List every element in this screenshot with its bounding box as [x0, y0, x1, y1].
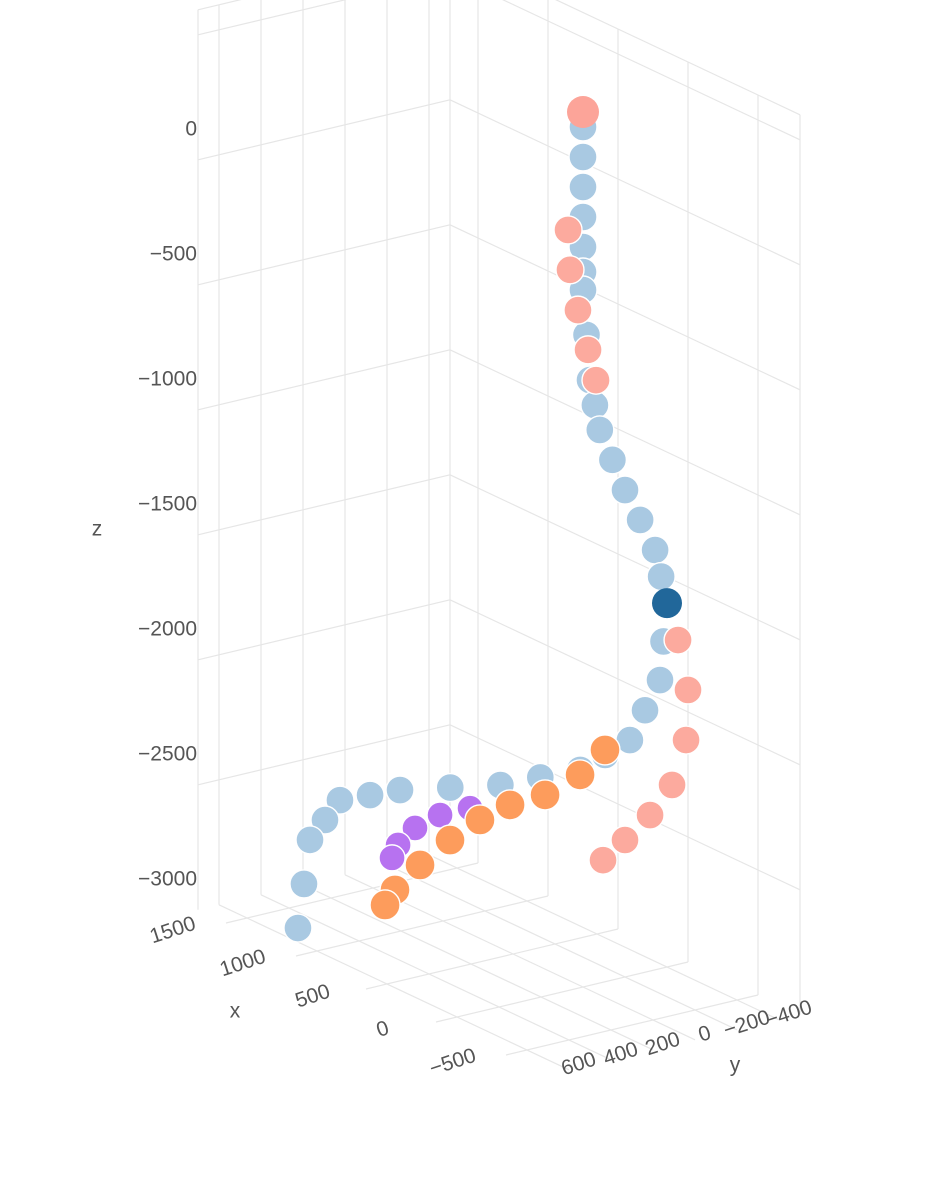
z-tick-label: −1500 [138, 493, 197, 516]
grid-line [428, 854, 780, 1021]
marker [663, 625, 693, 655]
grid-line [449, 349, 801, 516]
grid [197, 0, 801, 1071]
z-tick-label: −500 [150, 243, 197, 266]
marker [563, 295, 593, 325]
grid-line [365, 928, 619, 990]
series [553, 215, 703, 875]
marker [585, 415, 615, 445]
x-axis-title: x [230, 1000, 241, 1023]
marker [625, 505, 655, 535]
marker [295, 825, 325, 855]
grid-line [449, 474, 801, 641]
marker [646, 561, 676, 592]
grid-line [197, 99, 451, 161]
grid-line [302, 884, 654, 1051]
z-tick-label: −1000 [138, 368, 197, 391]
labels: x y z −500050010001500−400−2000200400600… [92, 118, 815, 1081]
marker [597, 445, 628, 475]
marker [657, 770, 687, 800]
x-tick-label: 1000 [217, 945, 269, 981]
grid-line [260, 894, 612, 1061]
marker [635, 800, 665, 830]
z-tick-label: 0 [185, 118, 197, 141]
y-tick-label: 200 [642, 1028, 682, 1061]
marker [640, 535, 670, 565]
marker [289, 869, 319, 899]
marker [529, 779, 561, 811]
grid-line [197, 724, 451, 786]
marker [401, 814, 429, 842]
marker [385, 775, 415, 805]
x-tick-label: 0 [374, 1016, 392, 1041]
grid-line [197, 0, 347, 36]
series [652, 588, 682, 619]
grid-line [225, 862, 479, 924]
grid-line [218, 904, 570, 1071]
z-tick-label: −2000 [138, 618, 197, 641]
marker [673, 675, 703, 705]
grid-line [197, 224, 451, 286]
marker [555, 255, 585, 285]
grid-line [449, 724, 801, 891]
x-tick-label: −500 [427, 1044, 479, 1080]
marker [435, 772, 465, 803]
grid-line [449, 99, 801, 266]
z-tick-label: −2500 [138, 743, 197, 766]
y-tick-label: −200 [721, 1006, 773, 1042]
y-tick-label: 0 [696, 1021, 714, 1046]
x-tick-label: 500 [292, 980, 332, 1013]
grid-line [197, 474, 451, 536]
y-tick-label: 600 [558, 1048, 598, 1081]
grid-line [197, 599, 451, 661]
grid-line [505, 994, 759, 1056]
marker [568, 172, 598, 202]
y-tick-label: 400 [600, 1038, 640, 1071]
marker [610, 825, 640, 855]
marker [369, 889, 401, 921]
z-axis-title: z [92, 518, 103, 541]
grid-line [295, 895, 549, 957]
marker [325, 785, 355, 815]
marker [588, 845, 618, 875]
series [369, 734, 621, 921]
grid-line [386, 864, 738, 1031]
marker [645, 665, 675, 695]
marker [494, 789, 526, 821]
marker [564, 759, 596, 791]
marker [568, 142, 598, 172]
marker [283, 913, 313, 943]
marker [580, 390, 610, 420]
marker [378, 844, 406, 872]
marker [426, 801, 454, 829]
marker [589, 734, 621, 766]
marker [630, 695, 660, 725]
grid-line [197, 349, 451, 411]
grid-line [449, 224, 801, 391]
x-tick-label: 1500 [147, 912, 199, 948]
marker [404, 849, 436, 881]
marker [610, 475, 640, 505]
marker [671, 725, 701, 755]
marker [464, 804, 496, 836]
z-tick-label: −3000 [138, 868, 197, 891]
marker [434, 824, 466, 856]
y-axis-title: y [730, 1054, 741, 1077]
grid-line [449, 599, 801, 766]
markers [283, 96, 703, 943]
marker [567, 96, 599, 128]
marker [581, 365, 611, 395]
marker [355, 780, 385, 810]
marker [652, 588, 682, 619]
marker [553, 215, 583, 245]
marker [573, 335, 603, 365]
box-edge [555, 0, 801, 116]
grid-line [435, 961, 689, 1023]
series [567, 96, 599, 128]
grid-line [502, 0, 801, 141]
marker [310, 805, 340, 835]
